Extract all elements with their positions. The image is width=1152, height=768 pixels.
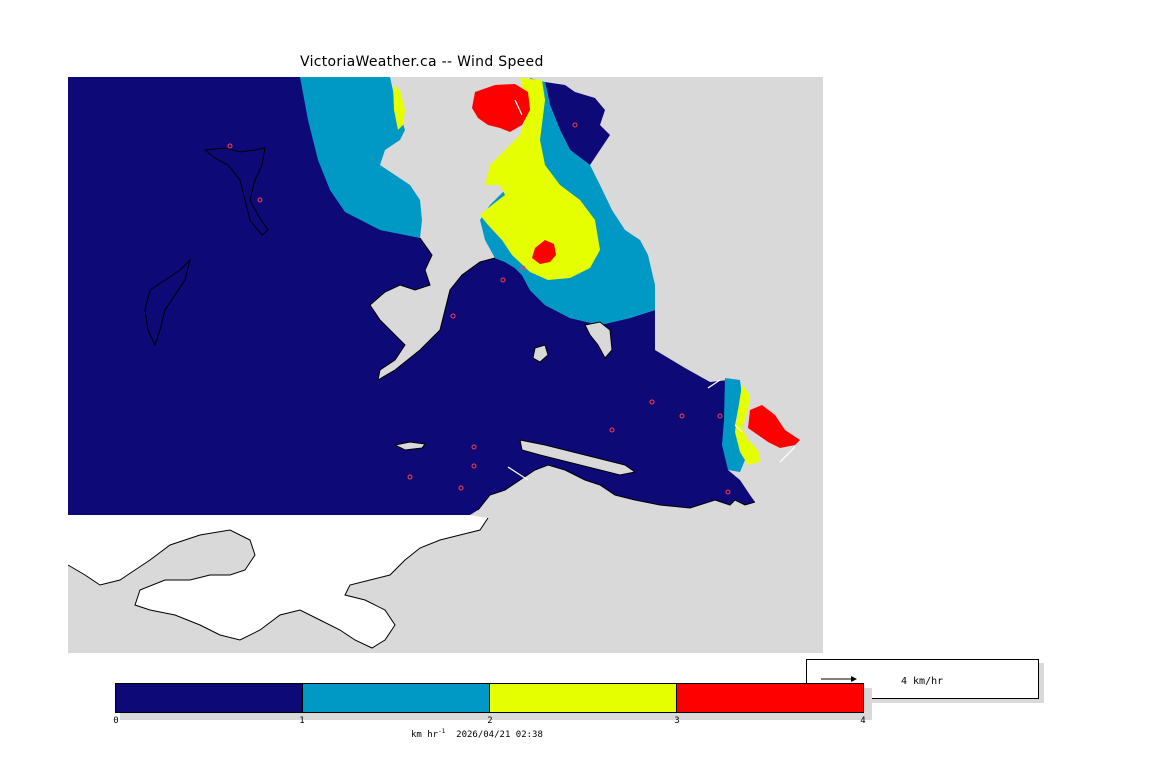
wind-arrow: [734, 424, 743, 433]
units-text: km hr: [411, 730, 439, 740]
colorbar-tick-4: 4: [860, 716, 866, 726]
speed-band-3-4-center: [532, 240, 556, 264]
island-outline-5: [532, 344, 549, 363]
station-marker: [500, 277, 506, 283]
wind-arrow: [707, 379, 721, 389]
map-title: VictoriaWeather.ca -- Wind Speed: [300, 54, 544, 70]
speed-band-2-3-east: [735, 385, 760, 465]
station-marker: [649, 399, 655, 405]
outside-domain-area: [68, 515, 488, 648]
speed-band-1-2-west: [300, 77, 422, 238]
colorbar-segment-0-1: [116, 684, 303, 712]
units-and-timestamp: km hr-1 2026/04/21 02:38: [411, 728, 543, 740]
wind-arrow: [514, 99, 523, 116]
station-marker: [458, 485, 464, 491]
colorbar-segment-2-3: [490, 684, 677, 712]
island-outline-3: [393, 441, 426, 451]
weather-stations: [227, 122, 731, 495]
island-outline-2: [203, 147, 269, 236]
station-marker: [407, 474, 413, 480]
coastline-south: [477, 464, 756, 511]
station-marker: [717, 413, 723, 419]
coastline-olympic: [67, 517, 489, 649]
colorbar: [115, 683, 864, 713]
station-marker: [609, 427, 615, 433]
station-marker: [257, 197, 263, 203]
coastline-inlet: [519, 439, 637, 476]
arrow-icon: [821, 676, 857, 682]
speed-band-3-4-north: [472, 84, 530, 132]
coastline-mainland: [369, 237, 496, 381]
station-marker: [725, 489, 731, 495]
colorbar-segment-3-4: [677, 684, 863, 712]
wind-arrows: [507, 99, 796, 481]
colorbar-segment-1-2: [303, 684, 490, 712]
colorbar-tick-2: 2: [487, 716, 493, 726]
station-marker: [471, 444, 477, 450]
speed-band-2-3-north: [480, 78, 600, 280]
island-outline-4: [584, 321, 613, 359]
arrow-legend-label: 4 km/hr: [901, 676, 944, 687]
colorbar-tick-0: 0: [113, 716, 119, 726]
station-marker: [450, 313, 456, 319]
wind-arrow: [779, 446, 796, 463]
speed-band-3-4-east: [748, 405, 800, 448]
station-marker: [471, 463, 477, 469]
island-outline: [144, 258, 191, 347]
speed-band-0-1: [68, 77, 755, 515]
speed-band-0-1-north: [545, 82, 610, 165]
units-exponent: -1: [438, 728, 446, 735]
station-marker: [520, 265, 526, 271]
speed-band-2-3-west: [393, 85, 405, 130]
station-marker: [572, 122, 578, 128]
station-marker: [679, 413, 685, 419]
wind-arrow: [507, 466, 529, 481]
station-marker: [227, 143, 233, 149]
colorbar-tick-3: 3: [674, 716, 680, 726]
timestamp: 2026/04/21 02:38: [456, 730, 543, 740]
colorbar-tick-1: 1: [299, 716, 305, 726]
